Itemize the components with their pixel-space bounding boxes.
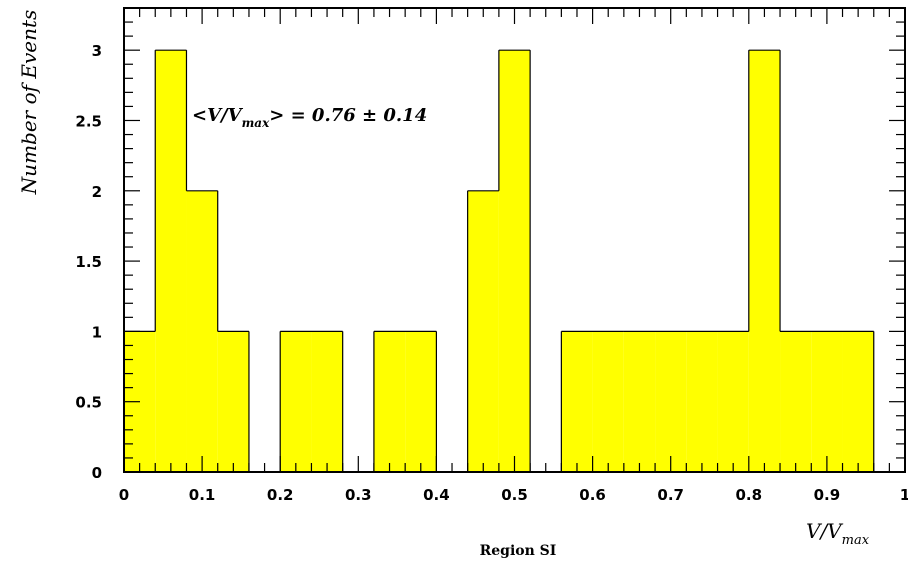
histogram-bars (123, 49, 875, 472)
x-tick-label: 0.2 (267, 486, 294, 504)
x-tick-label: 0 (119, 486, 129, 504)
histogram-bar (686, 331, 718, 472)
y-tick-label: 1 (92, 323, 102, 341)
x-tick-label: 0.6 (579, 486, 606, 504)
y-tick-labels: 0 0.5 1 1.5 2 2.5 3 (75, 42, 102, 482)
x-tick-label: 0.7 (657, 486, 684, 504)
histogram-bar (405, 331, 437, 472)
histogram-bar (592, 331, 624, 472)
y-tick-label: 2.5 (75, 112, 102, 130)
x-tick-label: 1 (900, 486, 908, 504)
histogram-bar (280, 331, 312, 472)
histogram-bar (842, 331, 874, 472)
region-caption: Region SI (480, 543, 557, 559)
x-tick-label: 0.3 (345, 486, 372, 504)
x-axis-label-sub: max (842, 533, 870, 548)
x-axis-label-main: V/V (806, 519, 844, 543)
histogram-bar (311, 331, 343, 472)
x-tick-label: 0.5 (501, 486, 528, 504)
x-tick-label: 0.1 (189, 486, 216, 504)
annotation-post: > = 0.76 ± 0.14 (269, 105, 427, 126)
annotation-sub: max (242, 116, 270, 130)
histogram-bar (498, 50, 531, 472)
x-tick-label: 0.8 (736, 486, 763, 504)
x-tick-label: 0.4 (423, 486, 450, 504)
histogram-bar (748, 50, 781, 472)
histogram-bar (155, 50, 187, 472)
histogram-bar (811, 331, 843, 472)
y-tick-label: 0 (92, 464, 102, 482)
x-tick-labels: 0 0.1 0.2 0.3 0.4 0.5 0.6 0.7 0.8 0.9 1 (119, 486, 908, 504)
x-axis-label: V/Vmax (806, 519, 870, 548)
y-tick-label: 1.5 (75, 253, 102, 271)
histogram-bar (467, 190, 499, 472)
histogram-bar (373, 331, 406, 472)
x-tick-label: 0.9 (814, 486, 841, 504)
annotation-pre: <V/V (192, 105, 244, 126)
histogram-bar (623, 331, 656, 472)
vvmax-annotation: <V/Vmax> = 0.76 ± 0.14 (192, 105, 427, 130)
y-axis-label: Number of Events (17, 10, 41, 196)
y-tick-label: 3 (92, 42, 102, 60)
histogram-bar (780, 331, 812, 472)
histogram-bar (717, 331, 749, 472)
histogram-bar (561, 331, 593, 472)
y-tick-label: 2 (92, 183, 102, 201)
axis-ticks (123, 8, 906, 473)
histogram-bar (655, 331, 687, 472)
y-tick-label: 0.5 (75, 394, 102, 412)
histogram-bar (186, 190, 218, 472)
histogram-bar (217, 331, 249, 472)
